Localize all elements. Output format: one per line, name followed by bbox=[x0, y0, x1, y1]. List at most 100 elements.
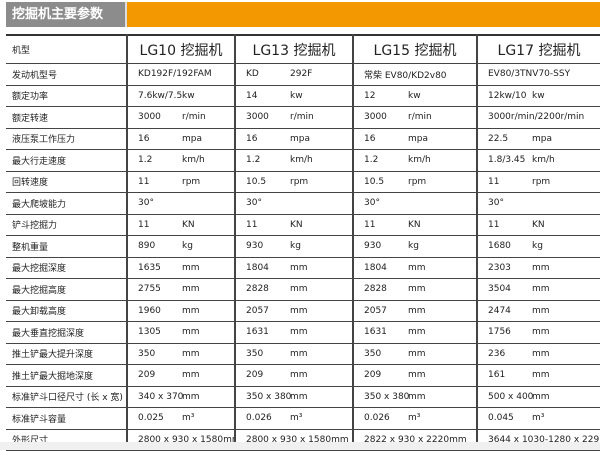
spec-value: 1305 bbox=[138, 327, 161, 338]
spec-cell: 2303 mm bbox=[476, 257, 600, 279]
spec-value: 1635 bbox=[138, 262, 161, 273]
spec-unit: mm bbox=[408, 348, 426, 359]
spec-unit: kw bbox=[182, 90, 195, 101]
spec-unit: r/min bbox=[182, 112, 206, 123]
spec-cell: 1680 kg bbox=[476, 235, 600, 258]
spec-cell: 1804 mm bbox=[234, 257, 353, 279]
spec-row: 最大挖掘深度 1635 mm 1804 mm 1804 mm 2303 mm bbox=[6, 257, 600, 279]
spec-value: 2828 bbox=[364, 284, 387, 295]
spec-cell: 30° bbox=[126, 192, 235, 215]
model-name: LG15 挖掘机 bbox=[352, 35, 477, 64]
spec-unit: mm bbox=[290, 348, 308, 359]
spec-value: 930 bbox=[364, 241, 382, 252]
spec-value: 22.5 bbox=[488, 133, 509, 144]
spec-unit: rpm bbox=[290, 176, 309, 187]
spec-value: 2057 bbox=[364, 305, 387, 316]
spec-unit: mm bbox=[532, 391, 550, 402]
spec-unit: kg bbox=[532, 241, 543, 252]
spec-unit: mm bbox=[532, 305, 550, 316]
spec-value: 1960 bbox=[138, 305, 161, 316]
spec-value: 30° bbox=[364, 198, 380, 209]
spec-value: 0.026 bbox=[364, 413, 390, 424]
spec-value: 2800 x 930 x 1580mm bbox=[138, 434, 235, 445]
spec-unit: mm bbox=[290, 327, 308, 338]
spec-value: 1.8/3.45 bbox=[488, 155, 526, 166]
spec-cell: 11 KN bbox=[352, 214, 477, 236]
spec-row: 发动机型号 KD192F/192FAM KD 292F 常柴 EV80/KD2v80 EV… bbox=[6, 63, 600, 86]
spec-cell: 12 kw bbox=[352, 85, 477, 107]
spec-value: 3644 x 1030-1280 x 2297mm bbox=[488, 434, 600, 445]
spec-unit: mpa bbox=[290, 133, 310, 144]
row-label: 最大行走速度 bbox=[6, 149, 127, 172]
spec-unit: kw bbox=[290, 90, 303, 101]
spec-cell: 7.6kw/7.5kw bbox=[126, 85, 235, 107]
spec-unit: km/h bbox=[408, 155, 431, 166]
spec-cell: 2057 mm bbox=[352, 300, 477, 322]
spec-unit: mm bbox=[532, 284, 550, 295]
spec-cell: 12kw/10 kw bbox=[476, 85, 600, 107]
spec-unit: kg bbox=[408, 241, 419, 252]
spec-unit: mm bbox=[290, 262, 308, 273]
spec-value: 2800 x 930 x 1580mm bbox=[246, 434, 349, 445]
spec-row: 推土铲最大提升深度 350 mm 350 mm 350 mm 236 mm bbox=[6, 343, 600, 365]
spec-cell: 209 mm bbox=[352, 364, 477, 387]
row-label: 额定转速 bbox=[6, 106, 127, 129]
spec-unit: mm bbox=[408, 284, 426, 295]
spec-unit: mm bbox=[408, 391, 426, 402]
row-label: 推土铲最大提升深度 bbox=[6, 343, 127, 365]
spec-cell: 11 rpm bbox=[476, 171, 600, 193]
spec-value: 209 bbox=[364, 370, 382, 381]
spec-unit: m³ bbox=[182, 413, 195, 424]
spec-cell: 1631 mm bbox=[352, 321, 477, 344]
spec-unit: mm bbox=[182, 284, 200, 295]
spec-value: 7.6kw/7.5 bbox=[138, 90, 183, 101]
spec-cell: 11 rpm bbox=[126, 171, 235, 193]
spec-value: 常柴 EV80/KD2v80 bbox=[364, 70, 447, 81]
row-label: 最大垂直挖掘深度 bbox=[6, 321, 127, 344]
spec-cell: 3000r/min/2200r/min bbox=[476, 106, 600, 129]
spec-row: 额定转速 3000 r/min 3000 r/min 3000 r/min 3000r/min… bbox=[6, 106, 600, 129]
spec-unit: m³ bbox=[408, 413, 421, 424]
model-name: LG13 挖掘机 bbox=[234, 35, 353, 64]
spec-cell: KD 292F bbox=[234, 63, 353, 86]
spec-cell: 0.045 m³ bbox=[476, 407, 600, 430]
spec-cell: 0.025 m³ bbox=[126, 407, 235, 430]
spec-value: 30° bbox=[246, 198, 262, 209]
spec-value: 11 bbox=[138, 176, 150, 187]
model-header-row: 机型 LG10 挖掘机 LG13 挖掘机 LG15 挖掘机 LG17 挖掘机 bbox=[6, 35, 600, 64]
spec-value: 14 bbox=[246, 90, 258, 101]
spec-cell: 161 mm bbox=[476, 364, 600, 387]
spec-value: 500 x 400 bbox=[488, 391, 534, 402]
spec-value: 161 bbox=[488, 370, 506, 381]
spec-value: 1631 bbox=[246, 327, 269, 338]
row-label: 最大卸载高度 bbox=[6, 300, 127, 322]
spec-value: 1680 bbox=[488, 241, 511, 252]
spec-cell: 500 x 400mm bbox=[476, 386, 600, 408]
spec-value: 930 bbox=[246, 241, 264, 252]
spec-value: 1804 bbox=[246, 262, 269, 273]
spec-row: 最大行走速度 1.2 km/h 1.2 km/h 1.2 km/h 1.8/3.45 km/h bbox=[6, 149, 600, 172]
spec-cell: 350 x 380mm bbox=[234, 386, 353, 408]
spec-cell: KD192F/192FAM bbox=[126, 63, 235, 86]
spec-value: 2755 bbox=[138, 284, 161, 295]
spec-value: 3000 bbox=[246, 112, 269, 123]
spec-unit: mm bbox=[532, 348, 550, 359]
spec-cell: 350 x 380mm bbox=[352, 386, 477, 408]
spec-unit: mpa bbox=[532, 133, 552, 144]
spec-row: 回转速度 11 rpm 10.5 rpm 10.5 rpm 11 rpm bbox=[6, 171, 600, 193]
spec-row: 最大卸载高度 1960 mm 2057 mm 2057 mm 2474 mm bbox=[6, 300, 600, 322]
spec-unit: mpa bbox=[182, 133, 202, 144]
spec-value: 1.2 bbox=[246, 155, 261, 166]
spec-value: 30° bbox=[138, 198, 154, 209]
spec-unit: mm bbox=[182, 348, 200, 359]
spec-value: 16 bbox=[364, 133, 376, 144]
spec-cell: 10.5 rpm bbox=[352, 171, 477, 193]
spec-value: 1.2 bbox=[138, 155, 153, 166]
spec-unit: mm bbox=[290, 284, 308, 295]
spec-cell: 0.026 m³ bbox=[352, 407, 477, 430]
spec-cell: 1631 mm bbox=[234, 321, 353, 344]
spec-cell: 1804 mm bbox=[352, 257, 477, 279]
spec-unit: mm bbox=[182, 305, 200, 316]
row-label: 液压泵工作压力 bbox=[6, 128, 127, 150]
spec-unit: rpm bbox=[532, 176, 551, 187]
